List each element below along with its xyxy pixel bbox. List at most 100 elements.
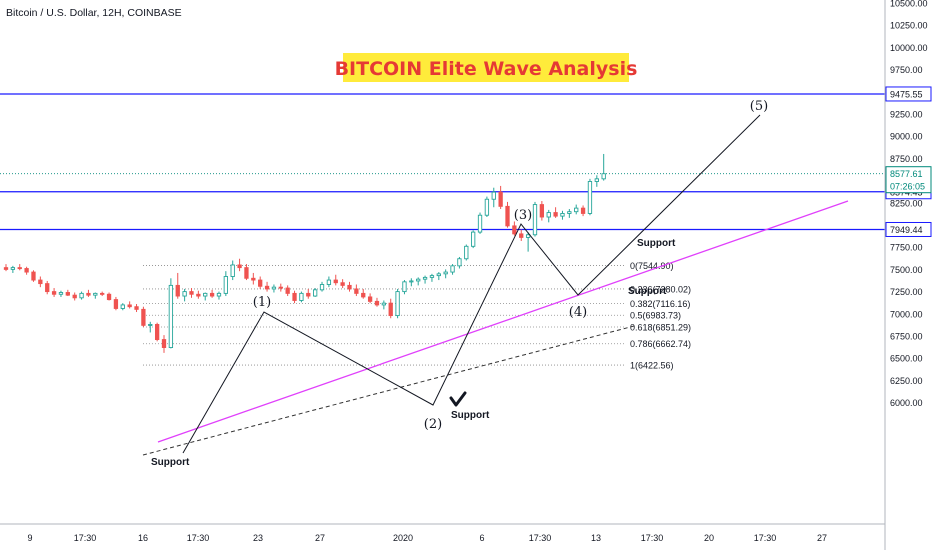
price-tick-label: 6500.00 xyxy=(890,354,923,364)
time-tick-label: 17:30 xyxy=(754,533,777,543)
candle-body xyxy=(333,279,338,284)
price-tick-label: 8250.00 xyxy=(890,198,923,208)
candle-body xyxy=(546,212,551,218)
fib-level-label: 0.5(6983.73) xyxy=(630,311,681,321)
candle-body xyxy=(416,278,421,282)
fib-level-label: 0(7544.90) xyxy=(630,261,674,271)
candle-body xyxy=(154,324,160,341)
candle-body xyxy=(10,267,16,270)
candle-body xyxy=(340,282,345,286)
wave-label: (5) xyxy=(750,99,768,114)
candle-body xyxy=(31,271,36,281)
candle-body xyxy=(422,276,428,280)
candle-body xyxy=(443,271,448,275)
wave-label: (2) xyxy=(424,417,442,432)
key-level-value: 7949.44 xyxy=(890,225,923,235)
horizontal-levels xyxy=(0,93,885,231)
price-tick-label: 7500.00 xyxy=(890,265,923,275)
current-price-value: 8577.61 xyxy=(890,169,923,179)
price-tick-label: 10000.00 xyxy=(890,43,928,53)
candle-body xyxy=(347,284,352,290)
candle-body xyxy=(141,308,146,326)
price-axis-background xyxy=(885,0,932,550)
candle-body xyxy=(292,292,297,301)
price-tick-label: 6000.00 xyxy=(890,398,923,408)
support-trendline xyxy=(157,200,849,443)
candle-body xyxy=(601,173,606,180)
candle-body xyxy=(51,291,57,295)
price-tick-label: 8750.00 xyxy=(890,154,923,164)
candle-body xyxy=(361,292,366,298)
candle-body xyxy=(251,277,256,281)
fib-level-label: 0.382(7116.16) xyxy=(630,299,690,309)
key-level-badge xyxy=(885,86,932,102)
fib-level-label: 0.786(6662.74) xyxy=(630,339,691,349)
price-tick-label: 7000.00 xyxy=(890,309,923,319)
candle-body xyxy=(580,207,586,214)
candle-body xyxy=(560,213,565,217)
time-tick-label: 17:30 xyxy=(187,533,210,543)
candle-body xyxy=(402,281,407,293)
candle-body xyxy=(148,324,153,326)
candle-body xyxy=(532,204,538,236)
time-tick-label: 17:30 xyxy=(641,533,664,543)
time-axis-ticks: 9 17:30 16 17:30 23 27 2020 6 17:30 13 17:30 20 17:3… xyxy=(27,533,827,543)
candle-body xyxy=(505,205,510,227)
support-label: Support xyxy=(451,410,490,421)
candle-body xyxy=(58,292,64,295)
symbol-title: Bitcoin / U.S. Dollar, 12H, COINBASE xyxy=(6,7,182,19)
trend-lines xyxy=(142,200,849,456)
candle-body xyxy=(450,265,455,273)
wave-label: (1) xyxy=(253,295,271,310)
candle-body xyxy=(100,292,105,295)
candle-body xyxy=(209,292,215,297)
price-tick-label: 9750.00 xyxy=(890,65,923,75)
candle-body xyxy=(216,292,222,297)
price-tick-label: 10250.00 xyxy=(890,21,928,31)
time-tick-label: 17:30 xyxy=(74,533,97,543)
candle-body xyxy=(567,211,572,214)
candle-body xyxy=(313,289,318,297)
time-tick-label: 6 xyxy=(479,533,484,543)
price-tick-label: 7750.00 xyxy=(890,243,923,253)
time-tick-label: 27 xyxy=(817,533,827,543)
candle-body xyxy=(484,198,490,216)
candle-body xyxy=(168,284,174,348)
candle-body xyxy=(367,296,373,302)
candle-body xyxy=(86,292,91,296)
fibonacci-retracement: 0(7544.90) 0.236(7280.02) 0.382(7116.16) 0.… xyxy=(143,261,691,371)
candle-body xyxy=(587,181,593,214)
banner-title: BITCOIN Elite Wave Analysis xyxy=(335,58,638,80)
candle-body xyxy=(409,280,414,283)
candle-body xyxy=(271,286,277,290)
candle-body xyxy=(189,291,194,295)
candle-body xyxy=(38,279,43,285)
candle-body xyxy=(182,291,187,297)
candle-body xyxy=(574,207,579,213)
candle-body xyxy=(553,212,558,217)
fib-level-label: 0.618(6851.29) xyxy=(630,323,691,333)
analysis-banner: BITCOIN Elite Wave Analysis xyxy=(335,53,638,82)
candle-body xyxy=(498,191,503,207)
candle-body xyxy=(230,264,235,277)
candle-body xyxy=(285,287,290,294)
candle-body xyxy=(134,306,139,310)
candle-body xyxy=(65,292,70,296)
candle-body xyxy=(594,178,599,182)
wave-label: (3) xyxy=(514,208,532,223)
price-tick-label: 9250.00 xyxy=(890,110,923,120)
support-label: Support xyxy=(637,238,676,249)
candle-body xyxy=(264,285,270,290)
time-tick-label: 17:30 xyxy=(529,533,552,543)
candle-body xyxy=(539,204,545,218)
candle-body xyxy=(319,284,325,291)
support-label: Support xyxy=(628,286,667,297)
candle-body xyxy=(237,264,242,269)
time-tick-label: 27 xyxy=(315,533,325,543)
candle-body xyxy=(429,275,435,278)
candle-body xyxy=(491,191,496,200)
candle-body xyxy=(24,268,29,273)
candle-body xyxy=(79,292,84,299)
